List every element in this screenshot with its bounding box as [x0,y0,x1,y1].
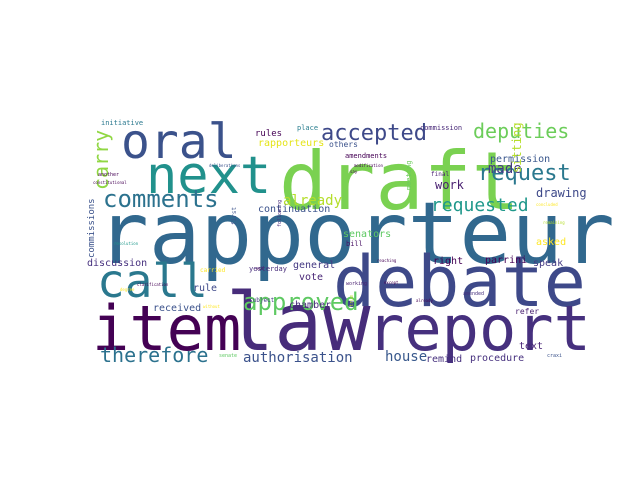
word-remaining: remaining [543,220,565,225]
word-procedure: procedure [470,353,524,364]
word-initiative: initiative [101,119,143,127]
word-without: without [203,304,220,309]
word-subject: subject [249,297,275,304]
word-carried: carried [200,267,226,274]
word-another: another [98,172,119,178]
word-deliberations: deliberations [209,163,241,168]
word-received: received [153,303,201,314]
word-work: work [435,178,465,192]
word-carry: carry [89,130,113,190]
word-next: next [146,146,271,206]
word-comments: comments [103,185,219,213]
word-senate: senate [219,353,237,359]
word-right: right [433,256,463,267]
word-say: say [350,169,358,174]
word-true: true [349,295,355,307]
word-request: request [478,161,571,186]
word-requested: requested [431,195,529,216]
word-report: report [367,292,591,365]
word-house: house [385,349,427,365]
word-therefore: therefore [100,343,208,367]
word-accepted: accepted [321,121,427,146]
word-meeting: meeting [405,160,413,190]
word-resolution: resolution [114,241,139,246]
word-sitting: sitting [510,122,524,173]
word-oral: oral [121,114,237,170]
word-yesterday: yesterday [249,265,287,273]
word-authorisation: authorisation [243,350,353,366]
word-chamber: chamber [289,300,331,311]
word-except: except [384,280,399,285]
word-degree: degree [120,287,135,292]
word-draft: draft [279,135,520,228]
word-modification: modification [354,163,383,168]
word-text: text [519,341,543,352]
word-bill: bill [346,240,363,248]
word-parrini: parrini [485,255,527,266]
word-reaching: reaching [377,258,397,263]
word-drawing: drawing [536,186,587,200]
word-continuation: continuation [258,204,330,215]
word-working: working [346,281,367,287]
word-approved: approved [243,288,359,316]
word-debate: debate [333,241,586,323]
word-commissions: commissions [87,198,97,258]
word-senators: senators [343,229,391,240]
word-final: final [431,171,449,178]
word-rapporteurs: rapporteurs [258,138,324,149]
word-commission: commission [420,124,462,132]
word-amended: amended [463,291,484,297]
word-general: general [293,260,335,271]
word-rule: rule [193,283,217,294]
word-already: already [416,298,433,303]
word-rapporteur: rapporteur [97,184,615,284]
word-others: others [329,140,358,149]
word-discussion: discussion [87,258,147,269]
word-law: law [226,276,371,369]
word-asked: asked [536,237,566,248]
word-constitutional: constitutional [93,180,127,185]
word-vote: vote [299,272,323,283]
word-clarification: clarification [137,282,169,287]
word-first: first [231,207,238,225]
word-item: item [92,292,241,365]
word-craxi: craxi [547,353,562,359]
word-refer: refer [515,307,539,316]
word-amendments: amendments [345,152,387,160]
word-remind: remind [426,354,462,365]
word-permission: permission [490,154,550,165]
word-deputies: deputies [473,119,569,143]
word-rules: rules [255,129,282,139]
word-already: already [283,193,342,209]
word-made: made [488,161,522,177]
word-call: call [97,254,208,308]
word-place: place [297,124,318,132]
word-speak: speak [533,258,563,269]
word-concluded: concluded [536,202,558,207]
word-following: following [277,200,283,227]
word-ask: ask [256,266,264,271]
